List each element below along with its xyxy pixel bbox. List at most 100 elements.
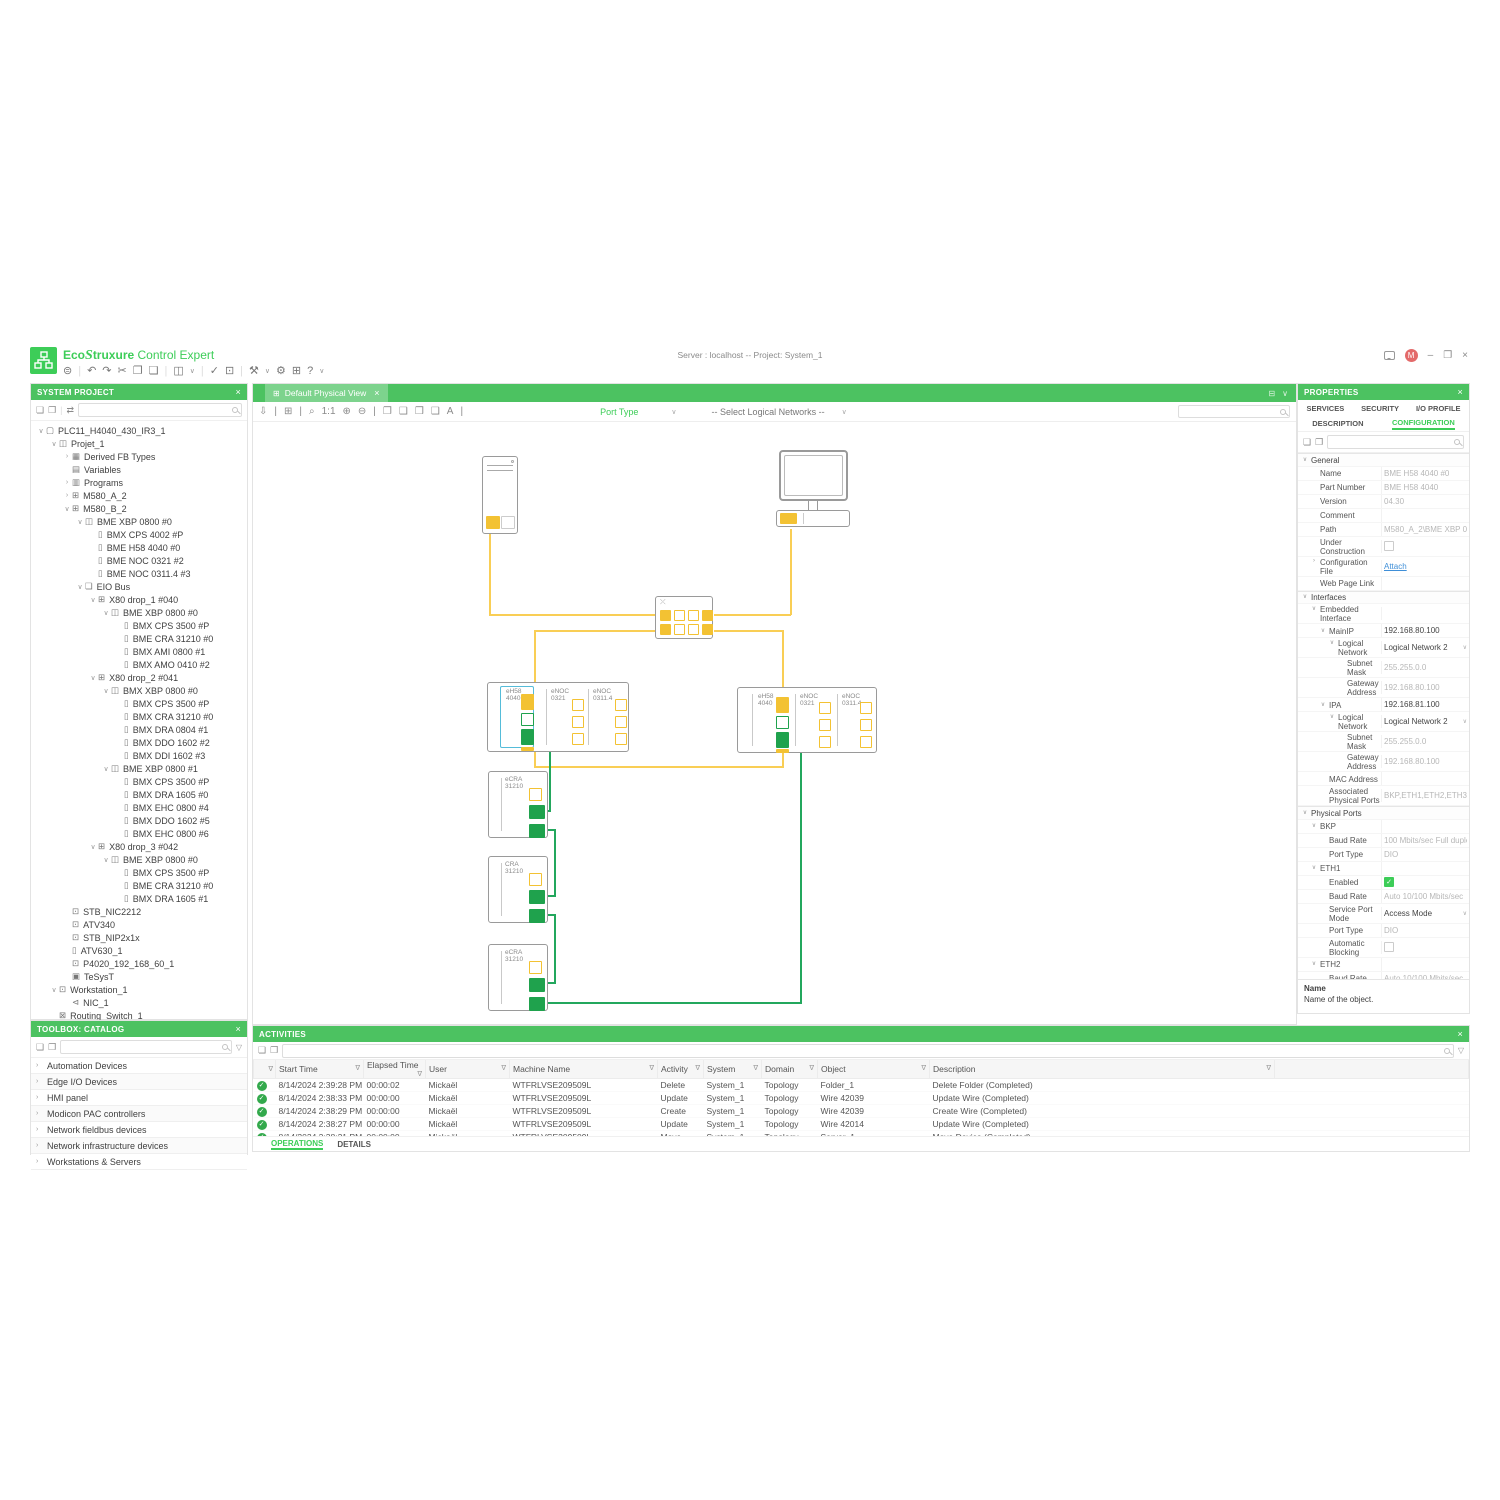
layout-save-icon[interactable]: ❐ [382, 406, 392, 417]
tree-item[interactable]: ▯ BME NOC 0321 #2 [31, 554, 247, 567]
tree-item[interactable]: › ▦ Derived FB Types [31, 450, 247, 463]
sync-icon[interactable]: ⊜ [63, 365, 73, 377]
port[interactable] [780, 513, 797, 524]
property-chevron-icon[interactable]: ∨ [1311, 865, 1317, 871]
expand-all-icon[interactable]: ❐ [48, 1041, 57, 1052]
collapse-all-icon[interactable]: ❏ [258, 1045, 267, 1055]
actual-size-icon[interactable]: 1:1 [321, 406, 336, 417]
tree-item[interactable]: ▯ BMX DDI 1602 #3 [31, 749, 247, 762]
logical-networks-dropdown[interactable]: -- Select Logical Networks -- [711, 406, 825, 417]
align-icon[interactable]: A [446, 406, 454, 417]
wire[interactable] [544, 829, 555, 831]
property-value[interactable]: Logical Network 2 ∨ [1381, 715, 1469, 728]
zoom-out-icon[interactable]: ⊖ [357, 406, 367, 417]
tree-item[interactable]: ▣ TeSysT [31, 970, 247, 983]
expand-all-icon[interactable]: ❐ [1315, 436, 1324, 447]
filter-icon[interactable]: ∇ [501, 1065, 506, 1072]
port[interactable] [860, 719, 872, 731]
property-dropdown[interactable]: Access Mode [1384, 908, 1433, 918]
property-chevron-icon[interactable]: ∨ [1320, 627, 1326, 634]
tree-item[interactable]: ▯ BME CRA 31210 #0 [31, 879, 247, 892]
tab-io-profile[interactable]: I/O PROFILE [1415, 403, 1461, 413]
column-header[interactable]: Start Time ∇ [275, 1060, 364, 1079]
tab-details[interactable]: DETAILS [337, 1139, 371, 1149]
wire[interactable] [790, 529, 792, 615]
fit-view-icon[interactable]: ⊞ [291, 365, 302, 377]
tree-item[interactable]: ∨ ⊞ X80 drop_1 #040 [31, 593, 247, 606]
close-icon[interactable]: × [235, 387, 241, 397]
tree-expand-chevron[interactable]: ∨ [103, 687, 109, 695]
port-type-dropdown[interactable]: Port Type [600, 406, 639, 417]
property-chevron-icon[interactable]: ∨ [1311, 961, 1317, 967]
checkbox-unchecked-icon[interactable] [1384, 942, 1394, 952]
wire[interactable] [489, 533, 491, 615]
wire[interactable] [549, 734, 551, 812]
validate-icon[interactable]: ✓ [209, 365, 219, 377]
property-chevron-icon[interactable]: ∨ [1329, 640, 1335, 646]
toolbox-search-input[interactable] [60, 1040, 232, 1054]
tree-expand-chevron[interactable]: ∨ [51, 986, 57, 994]
column-header[interactable]: Activity ∇ [657, 1060, 704, 1079]
checkbox-checked-icon[interactable]: ✓ [1384, 877, 1394, 887]
wire[interactable] [782, 630, 784, 698]
server-device[interactable] [482, 456, 518, 534]
settings-icon[interactable]: ⚙ [276, 365, 286, 377]
tree-expand-chevron[interactable]: ∨ [77, 583, 83, 591]
wire[interactable] [714, 630, 784, 632]
port[interactable] [776, 697, 789, 713]
port[interactable] [486, 516, 500, 529]
chevron-down-icon[interactable]: ∨ [189, 367, 195, 375]
port[interactable] [819, 719, 831, 731]
port[interactable] [521, 713, 534, 726]
tree-collapse-chevron[interactable]: › [65, 453, 69, 460]
filter-icon[interactable]: ∇ [695, 1065, 700, 1072]
window-layout-icon[interactable]: ◫ [173, 365, 184, 377]
tree-item[interactable]: ▯ BMX CPS 3500 #P [31, 619, 247, 632]
tree-item[interactable]: ▤ Variables [31, 463, 247, 476]
tree-collapse-chevron[interactable]: › [65, 492, 69, 499]
attach-link[interactable]: Attach [1384, 561, 1407, 571]
property-chevron-icon[interactable]: › [1313, 557, 1315, 564]
feedback-icon[interactable] [1383, 351, 1395, 360]
port[interactable] [529, 909, 545, 923]
wire[interactable] [534, 766, 784, 768]
tree-item[interactable]: ▯ BMX DDO 1602 #2 [31, 736, 247, 749]
property-chevron-icon[interactable]: ∨ [1302, 594, 1308, 601]
filter-icon[interactable]: ∇ [649, 1065, 654, 1072]
tree-item[interactable]: ⊡ STB_NIP2x1x [31, 931, 247, 944]
filter-icon[interactable]: ∇ [921, 1065, 926, 1072]
wire[interactable] [714, 614, 791, 616]
tree-item[interactable]: ⊠ Routing_Switch_1 [31, 1009, 247, 1020]
zoom-icon[interactable]: ⌕ [309, 406, 315, 417]
property-value[interactable]: 192.168.81.100 [1381, 698, 1469, 711]
activity-row[interactable]: ✓8/14/2024 2:38:21 PM00:00:00MickaëlWTFR… [253, 1130, 1469, 1138]
filter-icon[interactable]: ∇ [753, 1065, 758, 1072]
canvas-search-input[interactable] [1178, 405, 1290, 418]
toolbox-category[interactable]: › HMI panel [31, 1090, 247, 1106]
port[interactable] [674, 610, 685, 621]
property-value[interactable]: ✓ [1381, 875, 1469, 889]
cut-icon[interactable]: ✂ [117, 365, 127, 377]
expand-all-icon[interactable]: ❐ [48, 404, 57, 415]
restore-button[interactable]: ❐ [1443, 350, 1453, 361]
tree-item[interactable]: ▯ BME CRA 31210 #0 [31, 632, 247, 645]
tree-item[interactable]: ∨ ⊡ Workstation_1 [31, 983, 247, 996]
tree-item[interactable]: ∨ ◫ Projet_1 [31, 437, 247, 450]
column-filter-icon[interactable]: ∇ [253, 1060, 276, 1079]
tree-item[interactable]: ∨ ❏ EIO Bus [31, 580, 247, 593]
toolbox-category[interactable]: › Network fieldbus devices [31, 1122, 247, 1138]
property-value[interactable] [1381, 539, 1469, 553]
collapse-all-icon[interactable]: ❏ [36, 404, 45, 415]
tree-item[interactable]: ▯ BME NOC 0311.4 #3 [31, 567, 247, 580]
property-chevron-icon[interactable]: ∨ [1329, 714, 1335, 720]
filter-icon[interactable]: ▽ [235, 1042, 242, 1052]
port[interactable] [776, 749, 789, 753]
port[interactable] [860, 736, 872, 748]
column-header[interactable]: Elapsed Time ∇ [363, 1060, 426, 1079]
export-icon[interactable]: ⇩ [259, 406, 268, 417]
copy-icon[interactable]: ❐ [132, 365, 143, 377]
chevron-down-icon[interactable]: ∨ [1282, 388, 1288, 398]
port[interactable] [521, 729, 534, 745]
wire[interactable] [800, 740, 802, 1004]
tree-item[interactable]: ▯ BMX CPS 3500 #P [31, 866, 247, 879]
